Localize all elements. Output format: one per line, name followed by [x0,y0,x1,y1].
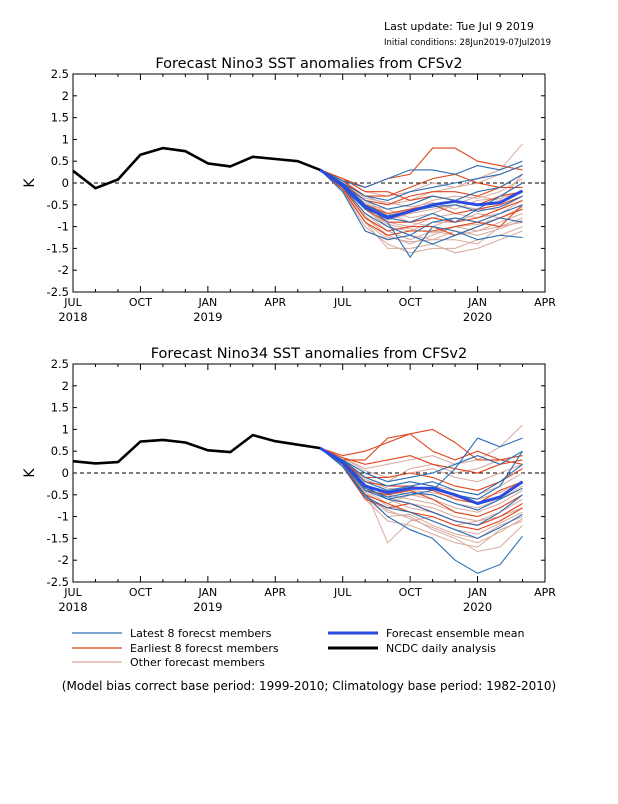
x-tick-year-label: 2020 [463,310,492,324]
nino3-chart: Forecast Nino3 SST anomalies from CFSv2 K… [22,56,556,324]
forecast-member-line-latest [319,169,523,259]
y-tick-label: -0.5 [47,198,69,212]
chart-title: Forecast Nino3 SST anomalies from CFSv2 [155,56,462,72]
y-tick-label: 2 [62,379,69,393]
forecast-member-line-latest [319,447,523,511]
y-tick-label: 1 [62,132,69,146]
y-tick-label: 0 [62,466,69,480]
x-tick-year-label: 2019 [193,600,222,614]
x-tick-label: APR [534,296,556,309]
x-tick-label: JAN [197,586,217,599]
y-tick-label: 2 [62,89,69,103]
y-tick-label: -1.5 [47,531,69,545]
legend-other-label: Other forecast members [130,656,265,669]
y-tick-label: -0.5 [47,488,69,502]
y-tick-label: 1.5 [51,401,69,415]
forecast-member-line-other [319,169,523,254]
y-tick-label: 0 [62,176,69,190]
forecast-member-line-earliest [319,447,523,531]
forecast-member-line-earliest [319,169,523,236]
forecast-member-line-earliest [319,169,523,206]
x-tick-year-label: 2018 [58,600,87,614]
x-tick-label: JAN [467,296,487,309]
legend-earliest-label: Earliest 8 forecst members [130,642,279,655]
forecast-member-line-latest [319,169,523,236]
forecast-member-line-earliest [320,169,523,206]
ensemble-mean-line [319,168,524,220]
ncdc-observed-line [72,146,321,190]
forecast-member-line-latest [319,169,523,210]
footer-note: (Model bias correct base period: 1999-20… [62,679,556,693]
y-tick-label: -1 [58,510,69,524]
x-tick-label: OCT [399,586,422,599]
y-axis-label: K [22,468,38,478]
forecast-member-line-latest [319,160,523,188]
ncdc-observed-line [72,433,321,465]
forecast-member-line-latest [319,165,523,201]
x-tick-label: JUL [63,296,82,309]
forecast-member-line-earliest [319,433,523,465]
y-tick-label: -2.5 [47,285,69,299]
x-tick-label: OCT [399,296,422,309]
y-tick-label: -1.5 [47,241,69,255]
y-tick-label: 1.5 [51,111,69,125]
initial-conditions-text: Initial conditions: 28Jun2019-07Jul2019 [384,38,551,48]
x-tick-year-label: 2020 [463,600,492,614]
legend: Latest 8 forecst members Earliest 8 fore… [72,627,525,669]
y-tick-label: 0.5 [51,444,69,458]
forecast-member-line-other [320,447,523,483]
x-tick-year-label: 2018 [58,310,87,324]
legend-mean-label: Forecast ensemble mean [386,627,525,640]
x-tick-label: OCT [129,296,152,309]
y-tick-label: -1 [58,220,69,234]
x-tick-label: JAN [197,296,217,309]
plot-frame [72,363,546,583]
legend-ncdc-label: NCDC daily analysis [386,642,496,655]
x-tick-label: JUL [333,296,352,309]
y-tick-label: -2 [58,553,69,567]
y-tick-label: 2.5 [51,357,69,371]
x-tick-label: JUL [333,586,352,599]
x-tick-label: APR [264,296,286,309]
last-update-text: Last update: Tue Jul 9 2019 [384,20,534,33]
y-tick-label: 0.5 [51,154,69,168]
legend-latest-label: Latest 8 forecst members [130,627,272,640]
forecast-member-line-earliest [319,447,523,474]
forecast-member-line-earliest [320,147,523,188]
nino34-chart: Forecast Nino34 SST anomalies from CFSv2… [22,346,556,614]
x-tick-label: JUL [63,586,82,599]
ensemble-mean-line [319,446,524,505]
x-tick-label: APR [534,586,556,599]
forecast-member-line-latest [319,447,523,526]
y-tick-label: -2.5 [47,575,69,589]
x-tick-label: OCT [129,586,152,599]
chart-title: Forecast Nino34 SST anomalies from CFSv2 [151,346,468,362]
forecast-member-line-latest [319,169,523,245]
forecast-member-line-other [320,424,523,470]
y-tick-label: -2 [58,263,69,277]
x-tick-year-label: 2019 [193,310,222,324]
forecast-member-line-earliest [320,428,523,461]
x-tick-label: APR [264,586,286,599]
plot-frame [72,73,546,293]
y-axis-label: K [22,178,38,188]
forecast-member-line-latest [319,447,523,574]
y-tick-label: 1 [62,422,69,436]
forecast-member-line-latest [319,447,523,483]
forecast-member-line-latest [319,447,523,539]
forecast-member-line-latest [319,447,523,496]
forecast-member-line-earliest [319,169,523,197]
x-tick-label: JAN [467,586,487,599]
y-tick-label: 2.5 [51,67,69,81]
